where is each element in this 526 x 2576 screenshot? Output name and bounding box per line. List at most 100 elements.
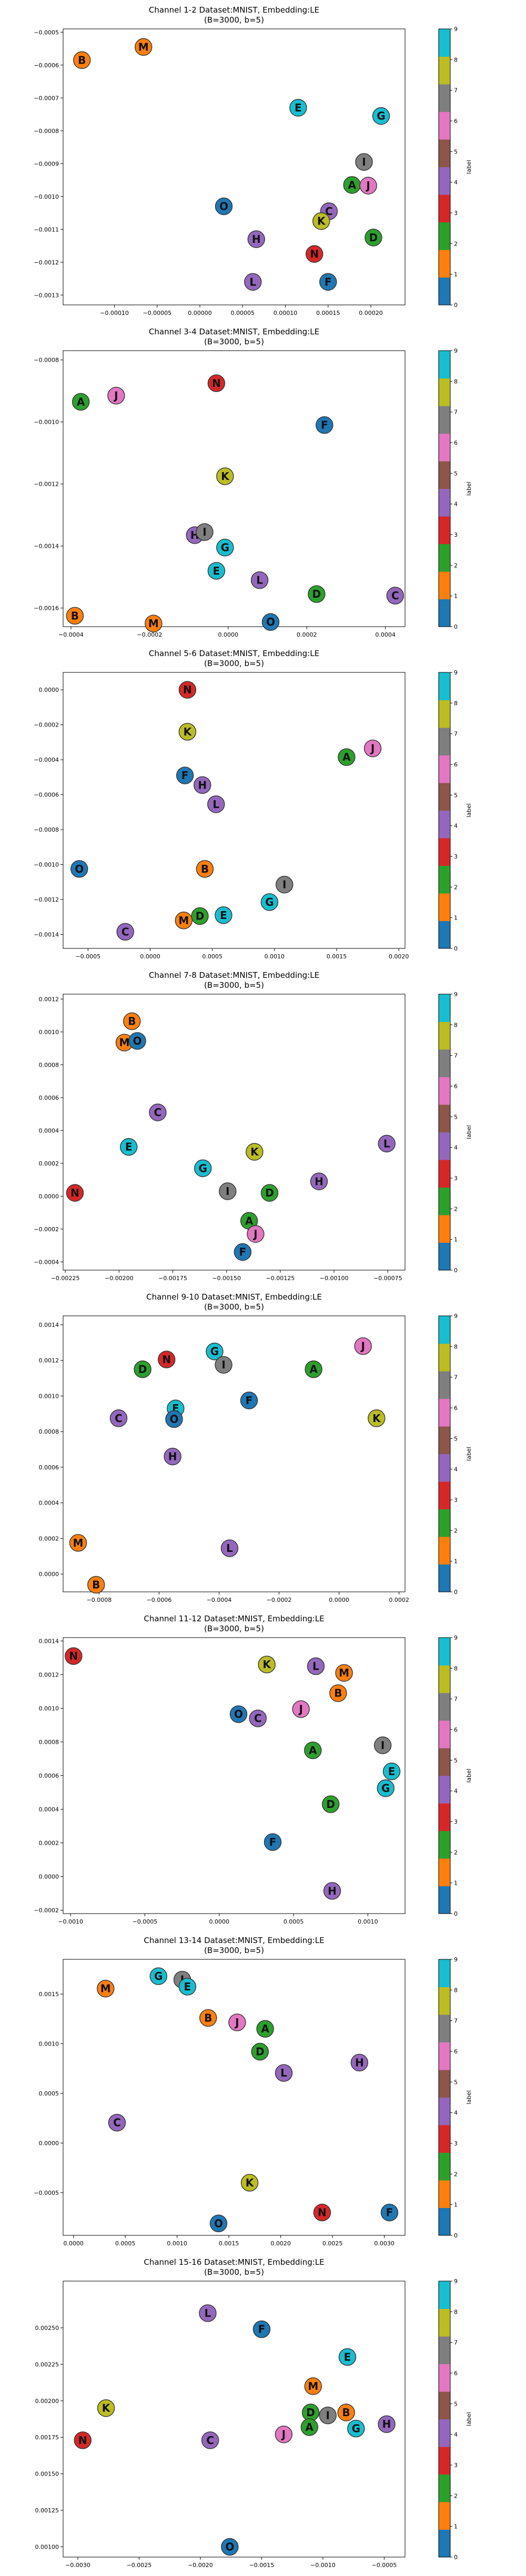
colorbar-segment [439, 755, 450, 783]
data-point-letter: L [312, 1660, 319, 1672]
data-point-letter: I [326, 2409, 329, 2422]
colorbar-tick-label: 7 [454, 87, 458, 94]
data-point-letter: F [258, 2323, 266, 2336]
colorbar-tick-label: 6 [454, 2048, 458, 2055]
data-point-letter: F [325, 275, 332, 288]
y-tick-label: −0.0002 [34, 1226, 59, 1233]
x-tick-label: −0.0005 [372, 2562, 397, 2569]
data-point-marker [378, 1134, 396, 1153]
data-point-letter: B [128, 1015, 136, 1028]
x-tick-label: 0.0002 [297, 631, 317, 638]
data-point-I: I [319, 2406, 337, 2425]
data-point-marker [368, 1409, 386, 1427]
chart-panel-2: Channel 3-4 Dataset:MNIST, Embedding:LE(… [34, 327, 472, 638]
data-point-marker [216, 538, 234, 557]
plot-area-frame [63, 2281, 406, 2558]
data-point-letter: K [317, 215, 326, 228]
x-tick-label: −0.0008 [87, 1597, 112, 1603]
colorbar-tick-label: 0 [454, 2232, 458, 2239]
colorbar-tick-label: 5 [454, 148, 458, 155]
data-point-B: B [329, 1684, 347, 1702]
colorbar-segment [439, 2336, 450, 2364]
chart-subtitle: (B=3000, b=5) [204, 337, 264, 346]
data-point-marker [319, 273, 337, 291]
colorbar-tick-label: 9 [454, 669, 458, 676]
colorbar-segment [439, 250, 450, 278]
data-point-letter: F [269, 1836, 277, 1848]
colorbar-segment [439, 865, 450, 894]
x-tick-label: −0.00150 [212, 1275, 241, 1282]
data-point-marker [209, 2214, 228, 2233]
data-point-marker [196, 523, 214, 541]
colorbar-segment [439, 1638, 450, 1665]
colorbar-label: label [466, 2412, 472, 2426]
data-point-O: O [165, 1410, 183, 1428]
data-point-letter: L [249, 275, 256, 288]
data-point-letter: L [256, 574, 263, 587]
data-point-L: L [244, 273, 262, 291]
data-point-letter: N [212, 377, 221, 390]
data-point-letter: E [184, 1980, 191, 1993]
data-point-letter: D [256, 2046, 265, 2058]
colorbar-segment [439, 2180, 450, 2208]
colorbar-segment [439, 2097, 450, 2125]
colorbar-segment [439, 2152, 450, 2181]
data-point-G: G [149, 1967, 167, 1985]
data-point-letter: C [254, 1712, 262, 1725]
data-point-K: K [246, 1143, 264, 1161]
x-tick-label: −0.0010 [310, 2562, 336, 2569]
data-point-O: O [70, 860, 88, 878]
y-tick-label: 0.00125 [35, 2507, 59, 2514]
data-point-K: K [97, 2399, 115, 2417]
data-point-marker [306, 245, 323, 263]
data-point-marker [108, 2113, 126, 2132]
data-point-L: L [220, 1539, 239, 1557]
data-point-marker [74, 2431, 92, 2449]
data-point-letter: J [360, 1340, 365, 1353]
chart-title: Channel 15-16 Dataset:MNIST, Embedding:L… [144, 2257, 324, 2267]
x-tick-label: 0.0005 [202, 953, 222, 960]
data-point-marker [119, 1138, 138, 1156]
chart-subtitle: (B=3000, b=5) [204, 1946, 264, 1955]
x-tick-label: 0.00005 [231, 310, 255, 316]
data-point-marker [175, 912, 193, 929]
colorbar-tick-label: 3 [454, 1497, 458, 1504]
data-point-marker [329, 1684, 347, 1702]
colorbar-tick-label: 8 [454, 1665, 458, 1672]
colorbar-tick-label: 6 [454, 2370, 458, 2377]
x-tick-label: −0.0006 [147, 1597, 172, 1603]
colorbar-segment [439, 84, 450, 112]
data-point-letter: B [204, 2011, 212, 2024]
colorbar-tick-label: 7 [454, 2339, 458, 2346]
data-point-marker [251, 2042, 269, 2061]
data-point-letter: E [213, 565, 220, 577]
colorbar: 0 1 2 3 4 5 6 7 8 9 label [438, 1313, 472, 1596]
data-point-letter: I [282, 878, 286, 891]
data-point-marker [247, 1225, 265, 1243]
y-tick-label: 0.0006 [39, 1464, 59, 1471]
colorbar-segment [439, 167, 450, 195]
colorbar-segment [439, 2419, 450, 2447]
colorbar-segment [439, 1665, 450, 1693]
colorbar-tick-label: 1 [454, 1880, 458, 1887]
colorbar-segment [439, 1132, 450, 1160]
data-point-letter: N [78, 2434, 87, 2447]
data-point-marker [305, 1360, 322, 1378]
colorbar-tick-label: 9 [454, 1313, 458, 1320]
y-tick-label: 0.0002 [39, 1840, 59, 1847]
chart-subtitle: (B=3000, b=5) [204, 980, 264, 990]
x-tick-label: 0.0000 [218, 631, 239, 638]
colorbar-tick-label: 1 [454, 593, 458, 600]
plot-area-frame [63, 672, 406, 949]
data-point-marker [250, 571, 269, 589]
data-point-marker [378, 2415, 396, 2433]
colorbar-tick-label: 2 [454, 2492, 458, 2499]
chart-subtitle: (B=3000, b=5) [204, 15, 264, 25]
colorbar-tick-label: 0 [454, 2554, 458, 2561]
data-point-letter: A [261, 2022, 269, 2035]
data-point-M: M [69, 1534, 87, 1552]
x-tick-label: 0.0005 [284, 1918, 304, 1925]
data-point-letter: G [265, 896, 274, 908]
plot-area-frame [63, 1637, 406, 1914]
data-point-letter: N [70, 1187, 79, 1199]
